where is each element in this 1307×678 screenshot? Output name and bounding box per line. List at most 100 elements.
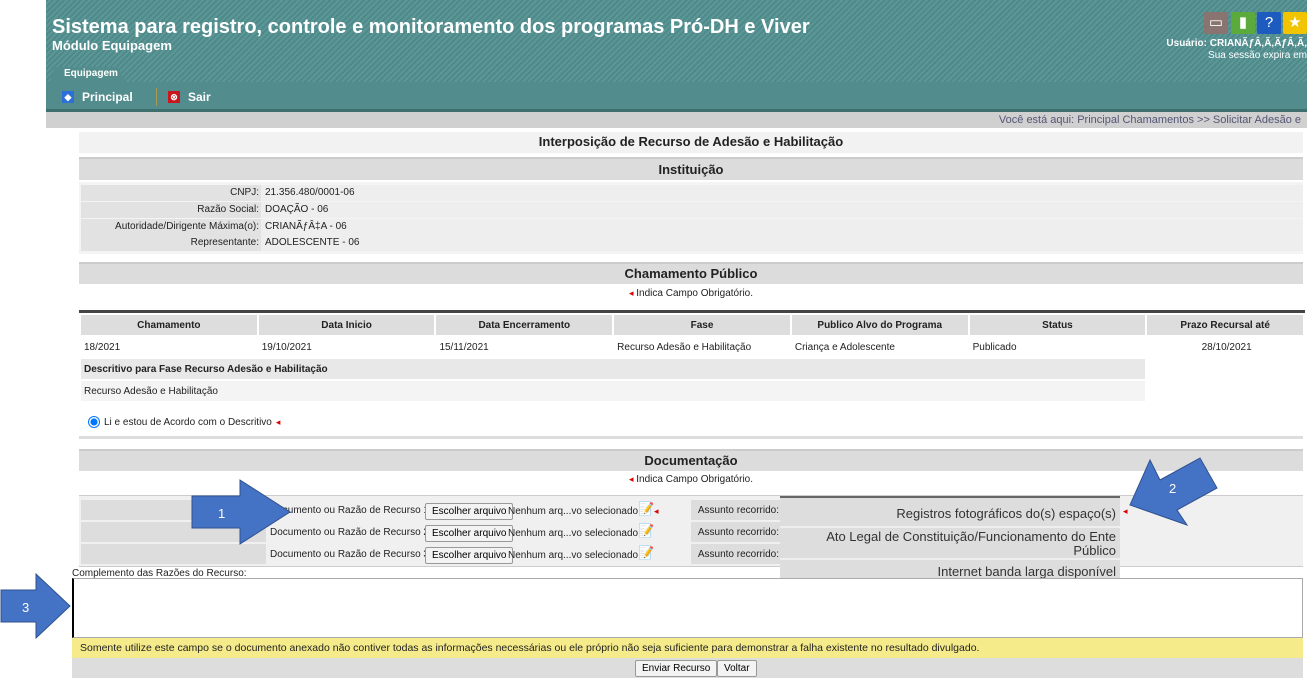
required-marker-icon: ◂: [654, 506, 659, 516]
required-note: ◂ Indica Campo Obrigatório.: [79, 288, 1303, 299]
agree-radio[interactable]: [88, 416, 100, 428]
table-cell: 18/2021: [84, 341, 121, 353]
info-row: Razão Social: DOAÇÃO - 06: [81, 202, 1303, 218]
assunto-label: Assunto recorrido:: [691, 522, 781, 542]
session-expiry: Sua sessão expira em: [1208, 50, 1307, 61]
assunto-label: Assunto recorrido:: [691, 544, 781, 564]
info-label: Razão Social:: [81, 202, 261, 218]
module-title: Módulo Equipagem: [52, 38, 172, 53]
help-icon[interactable]: ?: [1257, 12, 1281, 34]
assunto-dropdown-list[interactable]: Registros fotográficos do(s) espaço(s) A…: [780, 496, 1120, 584]
dropdown-option[interactable]: Ato Legal de Constituição/Funcionamento …: [780, 528, 1120, 558]
column-header: Status: [969, 315, 1146, 335]
nav-principal[interactable]: ◆ Principal: [62, 90, 133, 104]
required-note: ◂ Indica Campo Obrigatório.: [79, 474, 1303, 485]
shield-icon: ◆: [62, 91, 74, 103]
divider: [79, 436, 1303, 439]
column-header: Data Encerramento: [436, 315, 613, 335]
info-row: CNPJ: 21.356.480/0001-06: [81, 185, 1303, 201]
warning-message: Somente utilize este campo se o document…: [72, 638, 1303, 658]
help-document-icon[interactable]: 📝: [638, 501, 655, 516]
choose-file-button[interactable]: Escolher arquivo: [425, 547, 514, 564]
breadcrumb-text[interactable]: Você está aqui: Principal Chamamentos >>…: [998, 114, 1301, 126]
file-status: Nenhum arq...vo selecionado: [508, 506, 639, 517]
choose-file-button[interactable]: Escolher arquivo: [425, 525, 514, 542]
book-icon[interactable]: ▮: [1231, 12, 1255, 34]
nav-sair[interactable]: ⊗ Sair: [168, 90, 211, 104]
nav-principal-label: Principal: [82, 90, 133, 104]
voltar-button[interactable]: Voltar: [717, 660, 757, 677]
app-header: Sistema para registro, controle e monito…: [46, 0, 1307, 82]
required-marker-icon: ◂: [1123, 506, 1128, 516]
doc-row: Documento ou Razão de Recurso 3: Escolhe…: [81, 544, 1303, 564]
nav-divider: [156, 88, 157, 106]
nav-bar: ◆ Principal ⊗ Sair: [46, 82, 1307, 112]
tab-equipagem[interactable]: Equipagem: [50, 67, 126, 82]
app-title: Sistema para registro, controle e monito…: [52, 16, 810, 38]
file-status: Nenhum arq...vo selecionado: [508, 528, 639, 539]
info-value: 21.356.480/0001-06: [265, 187, 355, 198]
descritivo-text: Recurso Adesão e Habilitação: [81, 381, 1146, 401]
table-row: 18/2021 19/10/2021 15/11/2021 Recurso Ad…: [81, 337, 1303, 357]
info-label: CNPJ:: [81, 185, 261, 201]
annotation-arrow-2: 2: [1129, 457, 1218, 526]
complemento-label: Complemento das Razões do Recurso:: [72, 568, 247, 579]
table-cell: Publicado: [972, 341, 1017, 353]
breadcrumb: Você está aqui: Principal Chamamentos >>…: [46, 112, 1307, 128]
doc-label: Documento ou Razão de Recurso 1:: [270, 505, 432, 516]
window-icon[interactable]: ▭: [1204, 12, 1228, 34]
annotation-arrow-3: 3: [0, 572, 71, 640]
required-marker-icon: ◂: [628, 474, 634, 484]
table-header-row: Chamamento Data Inicio Data Encerramento…: [81, 315, 1303, 335]
required-marker-icon: ◂: [628, 288, 634, 298]
file-status: Nenhum arq...vo selecionado: [508, 550, 639, 561]
section-chamamento: Chamamento Público: [79, 262, 1303, 284]
info-value: CRIANÃƒÂ‡A - 06: [265, 221, 347, 232]
descritivo-title: Descritivo para Fase Recurso Adesão e Ha…: [81, 359, 1146, 379]
table-cell: Recurso Adesão e Habilitação: [617, 341, 752, 353]
column-header: Fase: [614, 315, 790, 335]
help-document-icon[interactable]: 📝: [638, 523, 655, 538]
agree-radio-group[interactable]: Li e estou de Acordo com o Descritivo ◂: [88, 416, 280, 428]
chamamento-table: Chamamento Data Inicio Data Encerramento…: [79, 310, 1305, 403]
dropdown-option[interactable]: Registros fotográficos do(s) espaço(s): [780, 498, 1120, 526]
agree-label: Li e estou de Acordo com o Descritivo: [104, 416, 272, 428]
required-note-text: Indica Campo Obrigatório.: [636, 288, 754, 299]
info-value: DOAÇÃO - 06: [265, 204, 329, 215]
info-value: ADOLESCENTE - 06: [265, 237, 360, 248]
doc-label: Documento ou Razão de Recurso 2:: [270, 527, 432, 538]
column-header: Chamamento: [81, 315, 257, 335]
table-cell: 15/11/2021: [439, 341, 489, 353]
assunto-label: Assunto recorrido:: [691, 500, 781, 520]
info-row: Autoridade/Dirigente Máxima(o): CRIANÃƒÂ‡…: [81, 219, 1303, 235]
table-cell: 19/10/2021: [261, 341, 312, 353]
exit-icon: ⊗: [168, 91, 180, 103]
column-header: Prazo Recursal até: [1147, 315, 1303, 335]
required-marker-icon: ◂: [275, 416, 281, 427]
annotation-label: 3: [22, 600, 29, 615]
star-icon[interactable]: ★: [1283, 12, 1307, 34]
help-document-icon[interactable]: 📝: [638, 545, 655, 560]
user-label: Usuário: CRIANÃƒÂ‚Ã‚ÃƒÂ‚Ã‚: [1166, 38, 1307, 49]
column-header: Data Inicio: [258, 315, 435, 335]
column-header: Publico Alvo do Programa: [791, 315, 968, 335]
complemento-textarea[interactable]: [72, 578, 1303, 638]
info-label: Autoridade/Dirigente Máxima(o):: [81, 219, 261, 235]
dropdown-option[interactable]: Internet banda larga disponível: [780, 560, 1120, 582]
annotation-label: 2: [1169, 481, 1176, 496]
nav-sair-label: Sair: [188, 90, 211, 104]
section-documentacao: Documentação: [79, 449, 1303, 471]
section-instituicao: Instituição: [79, 157, 1303, 180]
doc-label: Documento ou Razão de Recurso 3:: [270, 549, 432, 560]
required-note-text: Indica Campo Obrigatório.: [636, 474, 754, 485]
page-title: Interposição de Recurso de Adesão e Habi…: [79, 132, 1303, 153]
table-cell: 28/10/2021: [1201, 341, 1252, 353]
button-bar: Enviar Recurso Voltar: [72, 658, 1303, 678]
table-cell: Criança e Adolescente: [794, 341, 895, 353]
enviar-recurso-button[interactable]: Enviar Recurso: [635, 660, 718, 677]
choose-file-button[interactable]: Escolher arquivo: [425, 503, 514, 520]
annotation-arrow-1: 1: [191, 479, 291, 545]
annotation-label: 1: [218, 506, 225, 521]
info-label: Representante:: [81, 235, 261, 251]
info-row: Representante: ADOLESCENTE - 06: [81, 235, 1303, 251]
